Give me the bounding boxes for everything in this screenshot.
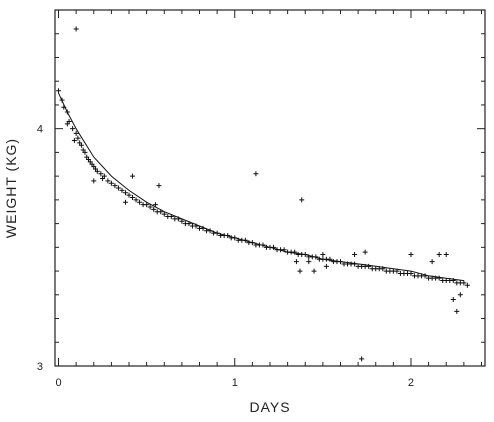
data-point — [175, 216, 181, 222]
data-point — [200, 225, 206, 231]
data-point — [352, 251, 358, 257]
data-point — [242, 237, 248, 243]
data-point — [380, 266, 386, 272]
data-point — [260, 242, 266, 248]
data-point — [436, 275, 442, 281]
data-point — [271, 244, 277, 250]
data-point — [281, 247, 287, 253]
data-point — [100, 176, 106, 182]
fit-curve — [58, 92, 464, 282]
data-point — [161, 211, 167, 217]
data-point — [450, 278, 456, 284]
y-tick-label: 3 — [37, 361, 43, 373]
data-point — [126, 192, 132, 198]
data-point — [98, 171, 104, 177]
data-point — [156, 183, 162, 189]
data-point — [293, 259, 299, 265]
data-point — [214, 230, 220, 236]
data-point — [133, 197, 139, 203]
data-point — [61, 104, 67, 110]
data-point — [73, 26, 79, 32]
data-point — [436, 251, 442, 257]
data-point — [461, 280, 467, 286]
data-point — [94, 168, 100, 174]
data-point — [144, 202, 150, 208]
data-point — [464, 282, 470, 288]
data-point — [352, 261, 358, 267]
data-point — [362, 249, 368, 255]
data-point — [130, 194, 136, 200]
data-point — [137, 199, 143, 205]
x-tick-label: 1 — [232, 377, 238, 389]
data-point — [249, 240, 255, 246]
data-point — [408, 251, 414, 257]
data-point — [78, 142, 84, 148]
data-point — [443, 251, 449, 257]
data-point — [112, 183, 118, 189]
data-point — [457, 292, 463, 298]
y-axis-label: WEIGHT (KG) — [3, 138, 19, 238]
data-point — [64, 121, 70, 127]
data-point — [73, 130, 79, 136]
x-axis-label: DAYS — [249, 399, 290, 415]
data-point — [158, 209, 164, 215]
data-point — [105, 178, 111, 184]
data-point — [292, 249, 298, 255]
data-point — [327, 256, 333, 262]
data-point — [56, 88, 62, 94]
data-point — [71, 138, 77, 144]
x-tick-label: 0 — [55, 377, 61, 389]
data-point — [108, 180, 114, 186]
data-point — [232, 235, 238, 241]
axis-ticks — [55, 9, 485, 367]
data-point — [253, 171, 259, 177]
data-point — [323, 263, 329, 269]
data-point — [225, 232, 231, 238]
data-point — [450, 297, 456, 303]
data-point — [394, 268, 400, 274]
data-point — [59, 97, 65, 103]
y-tick-label: 4 — [37, 124, 43, 136]
data-point — [151, 206, 157, 212]
data-point — [320, 251, 326, 257]
data-point — [152, 202, 158, 208]
data-point — [115, 185, 121, 191]
data-point — [75, 135, 81, 141]
data-point — [119, 187, 125, 193]
data-point — [422, 273, 428, 279]
data-point — [168, 213, 174, 219]
data-point — [306, 259, 312, 265]
tick-labels: 0 1 2 3 4 — [37, 124, 414, 389]
data-point — [70, 126, 76, 132]
x-tick-label: 2 — [408, 377, 414, 389]
data-point — [122, 199, 128, 205]
data-point — [337, 259, 343, 265]
data-point — [299, 197, 305, 203]
data-point — [82, 149, 88, 155]
data-point — [130, 173, 136, 179]
data-point — [366, 263, 372, 269]
data-point — [186, 221, 192, 227]
data-point — [302, 251, 308, 257]
data-points — [56, 26, 470, 362]
data-point — [408, 270, 414, 276]
data-point — [429, 259, 435, 265]
data-point — [313, 254, 319, 260]
data-point — [122, 190, 128, 196]
data-point — [91, 178, 97, 184]
data-point — [454, 308, 460, 314]
data-point — [179, 218, 185, 224]
data-point — [359, 356, 365, 362]
data-point — [207, 228, 213, 234]
data-point — [311, 268, 317, 274]
data-point — [147, 204, 153, 210]
data-point — [64, 109, 70, 115]
data-point — [297, 268, 303, 274]
data-point — [193, 223, 199, 229]
